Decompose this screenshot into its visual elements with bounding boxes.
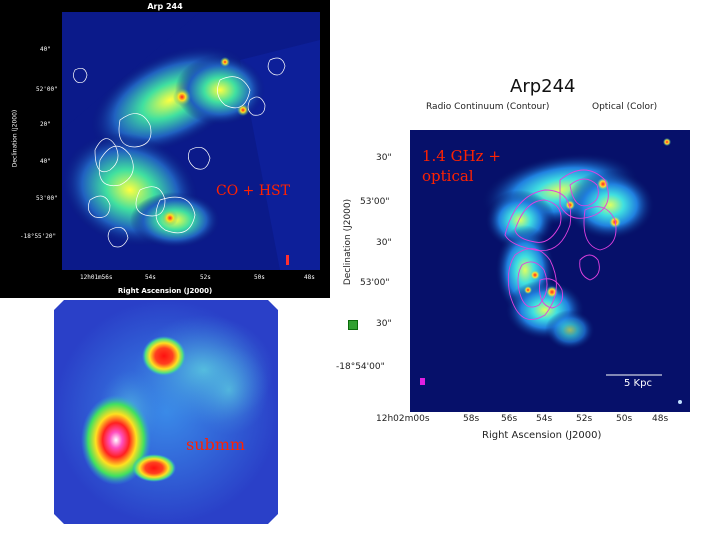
co-hst-xtick: 48s (304, 274, 315, 281)
submm-label: submm (186, 435, 246, 454)
radio-xtick: 56s (501, 414, 518, 424)
co-hst-title: Arp 244 (147, 2, 183, 11)
co-hst-panel: Arp 244 (0, 0, 330, 298)
radio-ytick: 30" (376, 319, 392, 329)
radio-xtick: 50s (616, 414, 633, 424)
co-hst-xtick: 50s (254, 274, 265, 281)
co-hst-xtick: 52s (200, 274, 211, 281)
co-hst-label: CO + HST (216, 183, 290, 199)
co-hst-xtick: 12h01m56s (80, 274, 113, 281)
radio-optical-panel: Arp244 Radio Continuum (Contour) Optical… (330, 60, 720, 450)
radio-xtick: 54s (536, 414, 553, 424)
radio-scalebar-label: 5 Kpc (624, 378, 652, 389)
radio-ytick: 30" (376, 153, 392, 163)
radio-ytick: 30" (376, 238, 392, 248)
radio-subtitle-left: Radio Continuum (Contour) (426, 102, 550, 112)
radio-xtick: 58s (463, 414, 480, 424)
radio-subtitle-right: Optical (Color) (592, 102, 658, 112)
radio-xtick: 48s (652, 414, 669, 424)
radio-optical-image (410, 130, 690, 412)
co-hst-ytick: 40" (40, 46, 51, 53)
radio-ytick: -18°54'00" (336, 362, 385, 372)
co-hst-ytick: 40" (40, 158, 51, 165)
co-hst-ytick: 53'00" (36, 195, 58, 202)
co-hst-ytick: -18°55'20" (20, 233, 57, 240)
radio-xlabel: Right Ascension (J2000) (482, 430, 602, 441)
submm-panel: submm (54, 300, 278, 524)
radio-ytick: 53'00" (360, 197, 390, 207)
co-hst-ylabel: Declination (J2000) (11, 109, 19, 168)
co-hst-xtick: 54s (145, 274, 156, 281)
co-hst-ytick: 20" (40, 121, 51, 128)
co-hst-xlabel: Right Ascension (J2000) (117, 287, 213, 295)
submm-image (54, 300, 278, 524)
radio-optical-label: 1.4 GHz + optical (422, 147, 501, 185)
radio-title: Arp244 (510, 76, 576, 97)
co-hst-image (61, 12, 320, 270)
radio-ytick: 53'00" (360, 278, 390, 288)
radio-ylabel: Declination (J2000) (343, 198, 353, 286)
co-hst-ytick: 52'00" (36, 86, 58, 93)
radio-xtick: 52s (576, 414, 593, 424)
green-marker-icon (348, 320, 358, 330)
radio-xtick: 12h02m00s (376, 414, 430, 424)
